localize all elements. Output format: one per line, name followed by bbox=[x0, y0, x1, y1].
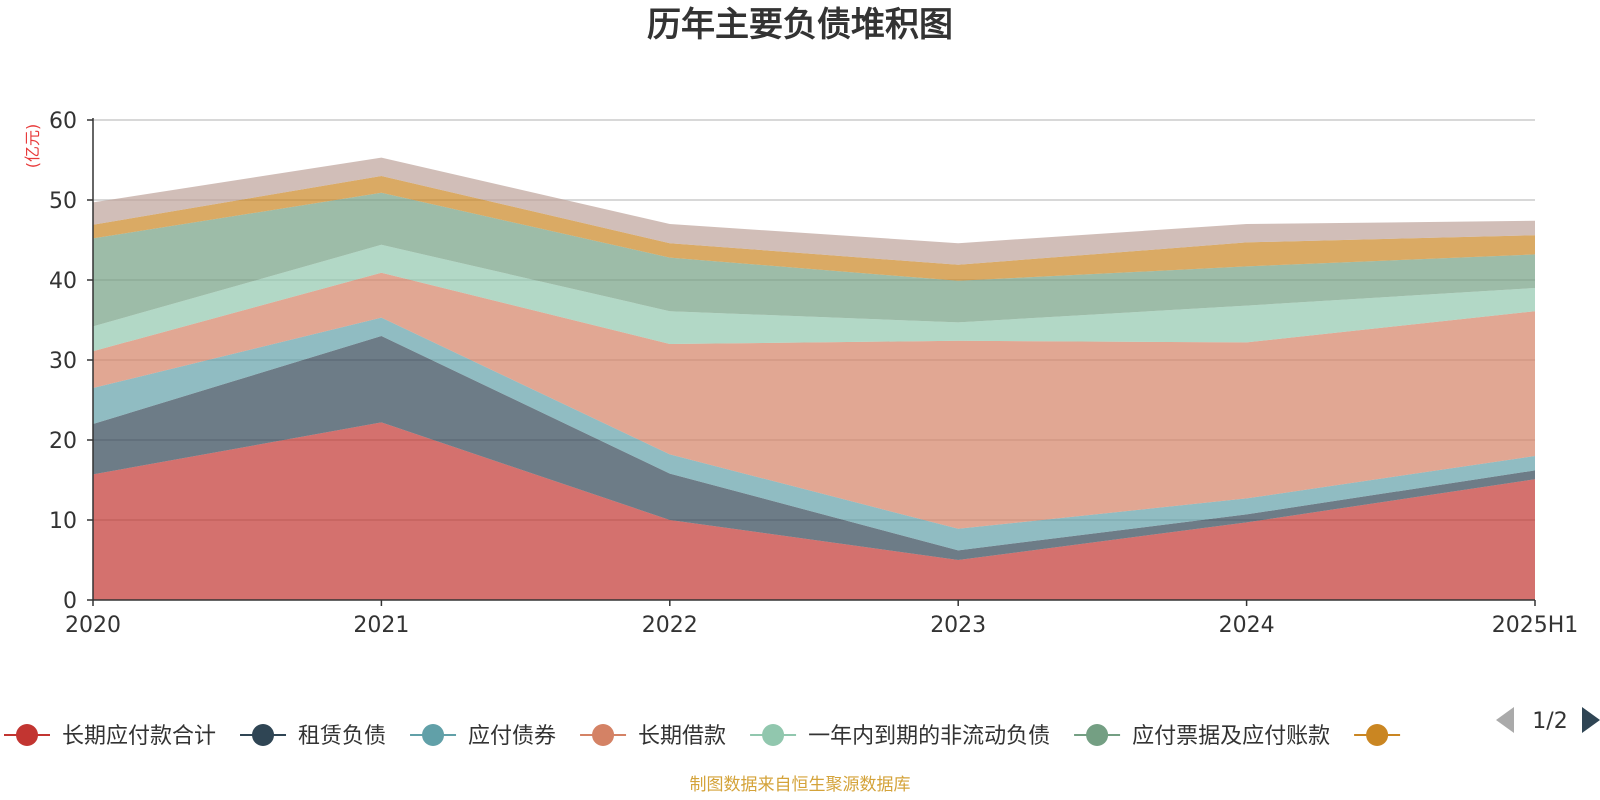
x-tick-label: 2023 bbox=[930, 613, 986, 638]
y-tick-label: 20 bbox=[49, 429, 77, 454]
area-series-1[interactable] bbox=[93, 422, 1535, 600]
legend-label: 长期应付款合计 bbox=[62, 724, 216, 749]
legend-pager: 1/2 bbox=[1496, 707, 1600, 734]
x-tick-label: 2022 bbox=[642, 613, 698, 638]
y-tick-label: 0 bbox=[63, 589, 77, 614]
y-tick-label: 40 bbox=[49, 269, 77, 294]
legend-item[interactable]: 应付票据及应付账款 bbox=[1074, 724, 1330, 749]
legend-item[interactable]: 长期应付款合计 bbox=[4, 724, 216, 749]
area-series-4[interactable] bbox=[93, 272, 1535, 529]
x-tick-label: 2024 bbox=[1219, 613, 1275, 638]
area-series-3[interactable] bbox=[93, 317, 1535, 551]
axes: 0 10 20 30 40 50 60 2020 2021 2022 2023 2024 2025H1 bbox=[49, 109, 1578, 638]
y-tick-label: 30 bbox=[49, 349, 77, 374]
area-series-5[interactable] bbox=[93, 244, 1535, 352]
legend-marker-icon bbox=[1366, 724, 1389, 746]
x-tick-label: 2020 bbox=[65, 613, 121, 638]
legend-prev-page-icon[interactable] bbox=[1496, 707, 1514, 733]
x-tick-label: 2021 bbox=[353, 613, 409, 638]
area-series-group bbox=[93, 157, 1535, 600]
legend-marker-icon bbox=[422, 724, 445, 746]
area-series-2[interactable] bbox=[93, 336, 1535, 560]
area-series-7[interactable] bbox=[93, 176, 1535, 281]
legend-marker-icon bbox=[1086, 724, 1109, 746]
legend-marker-icon bbox=[16, 724, 38, 746]
legend-page-indicator: 1/2 bbox=[1532, 709, 1567, 734]
legend-item[interactable] bbox=[1354, 724, 1401, 746]
legend-item[interactable]: 长期借款 bbox=[580, 724, 726, 749]
y-tick-label: 10 bbox=[49, 509, 77, 534]
legend-marker-icon bbox=[252, 724, 275, 746]
legend-item[interactable]: 租赁负债 bbox=[240, 724, 386, 749]
y-axis-unit-label: (亿元) bbox=[23, 124, 42, 169]
y-tick-label: 60 bbox=[49, 109, 77, 134]
legend-marker-icon bbox=[762, 724, 785, 746]
data-source-note: 制图数据来自恒生聚源数据库 bbox=[690, 775, 911, 795]
chart-title: 历年主要负债堆积图 bbox=[647, 5, 953, 45]
legend-label: 租赁负债 bbox=[298, 724, 386, 749]
legend-label: 一年内到期的非流动负债 bbox=[808, 724, 1050, 749]
legend-item[interactable]: 一年内到期的非流动负债 bbox=[750, 724, 1050, 749]
area-series-6[interactable] bbox=[93, 192, 1535, 327]
legend-item[interactable]: 应付债券 bbox=[410, 724, 556, 749]
legend-marker-icon bbox=[592, 724, 615, 746]
area-series-8[interactable] bbox=[93, 157, 1535, 265]
x-tick-label: 2025H1 bbox=[1492, 613, 1579, 638]
legend-label: 应付债券 bbox=[468, 724, 556, 749]
legend-label: 应付票据及应付账款 bbox=[1132, 724, 1330, 749]
y-tick-label: 50 bbox=[49, 189, 77, 214]
legend-label: 长期借款 bbox=[638, 724, 726, 749]
legend: 长期应付款合计 租赁负债 应付债券 长期借款 一年内到期的非流动负债 应付票据及应付账款 bbox=[4, 724, 1401, 749]
legend-next-page-icon[interactable] bbox=[1582, 707, 1600, 733]
